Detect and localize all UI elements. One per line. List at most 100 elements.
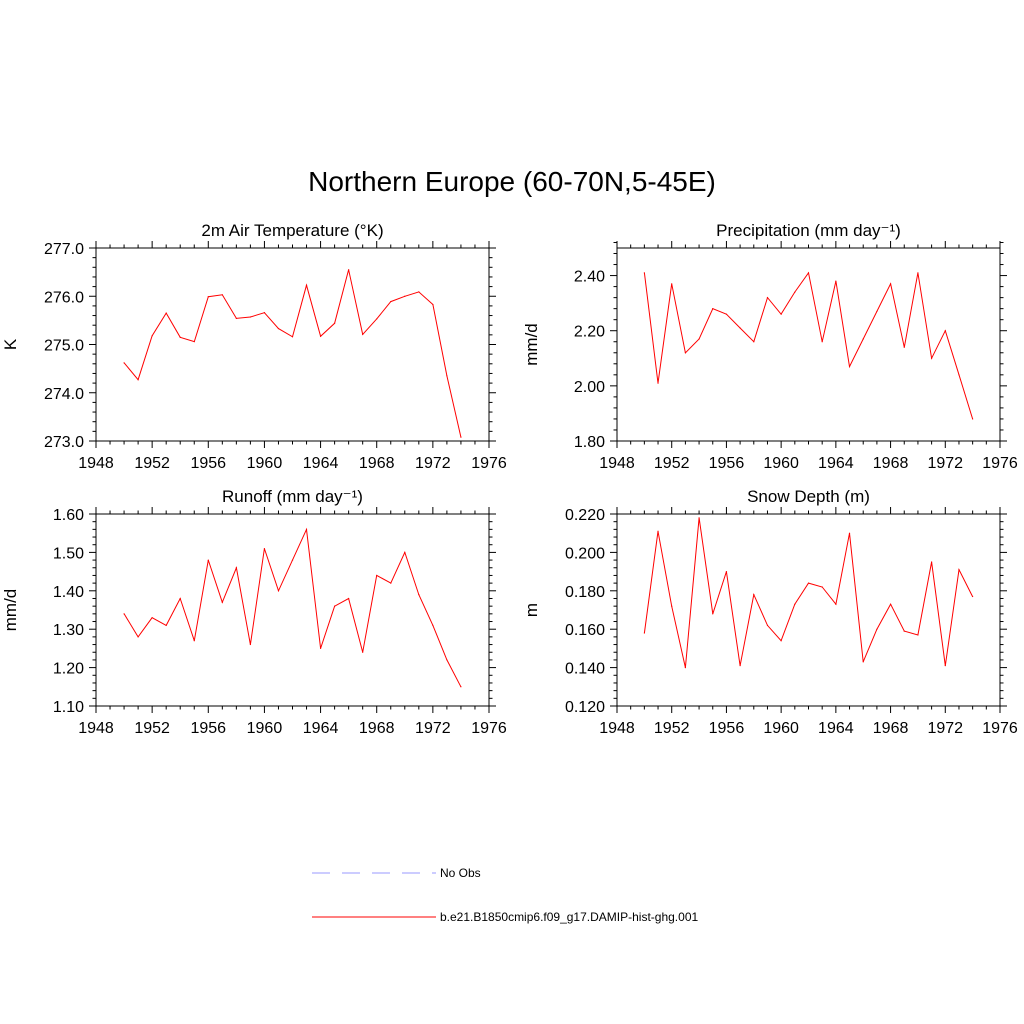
data-point (123, 362, 125, 364)
y-tick-label: 0.200 (565, 545, 605, 562)
data-point (404, 295, 406, 297)
data-point (931, 357, 933, 359)
y-tick-label: 2.00 (574, 379, 605, 396)
data-point (931, 561, 933, 563)
data-point (334, 605, 336, 607)
data-point (807, 582, 810, 584)
data-point (151, 617, 153, 619)
data-point (193, 341, 195, 343)
data-point (446, 375, 448, 377)
panel-title: Precipitation (mm day⁻¹) (716, 221, 901, 240)
data-point (179, 597, 181, 600)
y-tick-label: 1.30 (53, 622, 84, 639)
x-tick-label: 1948 (78, 720, 114, 737)
y-tick-label: 273.0 (44, 434, 84, 451)
data-point (362, 651, 364, 653)
data-point (137, 379, 139, 381)
data-point (263, 547, 266, 550)
series-line (123, 527, 462, 688)
data-point (305, 528, 308, 530)
data-point (404, 551, 406, 554)
x-tick-label: 1956 (709, 455, 745, 472)
data-point (876, 310, 878, 313)
data-point (362, 333, 364, 335)
x-tick-label: 1964 (303, 455, 339, 472)
data-point (319, 647, 322, 650)
plot-frame (616, 513, 1001, 707)
data-point (235, 567, 237, 569)
data-point (972, 595, 974, 598)
data-point (821, 341, 823, 343)
y-tick-label: 1.60 (53, 507, 84, 524)
data-point (944, 665, 946, 667)
data-point (835, 603, 837, 605)
y-axis-label: K (1, 338, 20, 350)
panel-title: Snow Depth (m) (747, 487, 870, 506)
data-point (207, 296, 209, 298)
y-tick-label: 1.20 (53, 661, 84, 678)
data-point (221, 294, 223, 296)
data-point (739, 665, 741, 667)
data-point (712, 613, 714, 615)
data-point (780, 640, 782, 642)
data-point (807, 272, 810, 274)
data-point (235, 317, 237, 320)
data-point (876, 628, 878, 630)
data-point (958, 374, 960, 376)
data-point (753, 341, 755, 343)
y-tick-label: 1.80 (574, 434, 605, 451)
data-point (821, 586, 823, 588)
y-axis-label: mm/d (522, 323, 541, 366)
y-tick-label: 0.140 (565, 661, 605, 678)
data-point (725, 313, 728, 315)
data-point (643, 632, 645, 634)
data-point (123, 613, 125, 615)
data-point (432, 303, 434, 306)
chart-panel-1: 1948 1952 1956 1960 1964 1968 1972 1976 273.0 274… (1, 221, 507, 472)
data-point (739, 327, 741, 329)
x-tick-label: 1960 (763, 720, 799, 737)
x-tick-label: 1956 (190, 455, 226, 472)
x-tick-label: 1976 (471, 455, 507, 472)
data-point (418, 594, 420, 596)
legend-model-label: b.e21.B1850cmip6.f09_g17.DAMIP-hist-ghg.… (440, 910, 698, 924)
data-point (794, 291, 796, 293)
chart-panel-4: 1948 1952 1956 1960 1964 1968 1972 1976 0.120 0.1… (522, 487, 1018, 737)
data-point (432, 624, 434, 626)
plot-frame (95, 247, 490, 442)
x-tick-label: 1960 (247, 455, 283, 472)
plot-frame (95, 513, 490, 707)
data-point (249, 643, 251, 646)
series-line (123, 269, 462, 438)
y-tick-label: 0.180 (565, 584, 605, 601)
chart-panel-2: 1948 1952 1956 1960 1964 1968 1972 1976 1.80 2.00… (522, 221, 1018, 472)
series-line (643, 271, 974, 420)
data-point (446, 659, 448, 661)
data-point (944, 330, 946, 332)
data-point (643, 272, 645, 274)
x-tick-label: 1976 (471, 720, 507, 737)
x-tick-label: 1960 (763, 455, 799, 472)
data-point (848, 532, 851, 534)
data-point (305, 284, 308, 286)
data-point (848, 365, 851, 368)
data-point (671, 283, 673, 285)
legend-obs-label: No Obs (440, 866, 481, 880)
data-point (390, 582, 392, 584)
series-line (643, 517, 974, 668)
data-point (903, 630, 905, 632)
y-tick-label: 0.120 (565, 699, 605, 716)
data-point (179, 336, 181, 338)
data-point (889, 603, 892, 605)
data-point (348, 597, 350, 600)
y-axis-label: m (522, 603, 541, 617)
data-point (917, 272, 919, 274)
data-point (376, 318, 378, 320)
x-tick-label: 1964 (818, 720, 854, 737)
y-tick-label: 274.0 (44, 386, 84, 403)
x-tick-label: 1952 (654, 720, 690, 737)
data-point (780, 313, 782, 315)
data-point (712, 308, 714, 310)
data-point (460, 436, 462, 438)
